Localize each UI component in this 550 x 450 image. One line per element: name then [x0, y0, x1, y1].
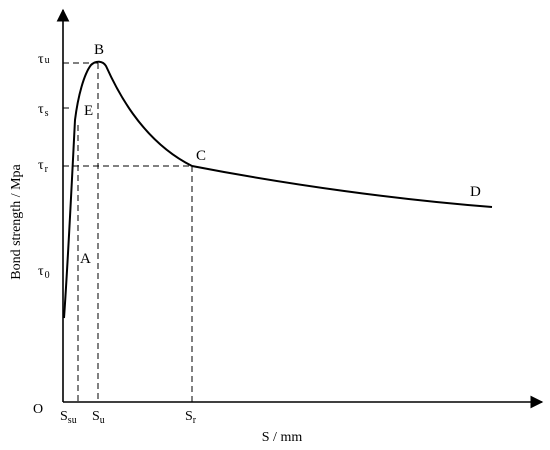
- x-tick-label-sr: Sr: [185, 409, 197, 426]
- y-tick-label-tu: τu: [38, 52, 50, 67]
- guide-lines: [63, 62, 193, 402]
- x-tick-label-ssu: Ssu: [60, 409, 77, 426]
- point-label-e: E: [84, 103, 93, 119]
- y-tick-label-tr: τr: [38, 158, 49, 175]
- y-axis-title: Bond strength / Mpa: [9, 163, 24, 279]
- x-axis-title: S / mm: [262, 430, 303, 445]
- y-tick-label-ts: τs: [38, 102, 49, 119]
- point-label-c: C: [196, 148, 206, 164]
- x-tick-label-su: Su: [92, 409, 105, 426]
- point-label-b: B: [94, 42, 104, 58]
- point-label-d: D: [470, 184, 481, 200]
- point-label-a: A: [80, 251, 91, 267]
- origin-label: O: [33, 402, 43, 417]
- y-tick-label-t0: τ0: [38, 264, 50, 281]
- bond-slip-curve: [63, 60, 493, 319]
